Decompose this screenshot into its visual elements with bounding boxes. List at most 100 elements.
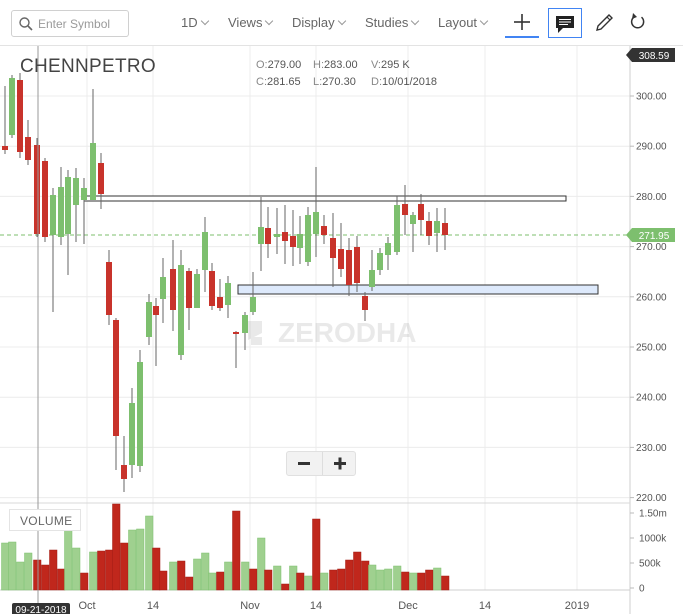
- candle-body: [202, 232, 208, 270]
- support-zone[interactable]: [237, 284, 599, 295]
- interval-label: 1D: [181, 15, 198, 30]
- volume-bar: [120, 542, 129, 591]
- ohlc-low: L:270.30: [313, 76, 356, 88]
- candle-body: [90, 143, 96, 200]
- volume-bar: [393, 565, 402, 591]
- crosshair-date-tag: 09-21-2018: [12, 603, 70, 614]
- candle-body: [137, 362, 143, 466]
- minus-icon: [298, 462, 310, 465]
- volume-bar: [289, 565, 298, 591]
- volume-bar: [49, 549, 58, 591]
- volume-bar: [24, 552, 33, 591]
- symbol-title: CHENNPETRO: [20, 56, 157, 77]
- crosshair-button[interactable]: [505, 8, 539, 38]
- last-price-tag: 308.59: [626, 48, 675, 62]
- candle-body: [9, 78, 15, 135]
- candle-body: [34, 145, 40, 234]
- time-axis: Oct 14 Nov 14 Dec 14 2019: [78, 600, 589, 612]
- candle-body: [170, 269, 176, 310]
- resistance-zone[interactable]: [83, 195, 567, 202]
- volume-bar: [128, 529, 137, 591]
- volume-bar: [232, 510, 241, 591]
- volume-bar: [201, 552, 210, 591]
- candle-body: [178, 265, 184, 355]
- candle-body: [362, 296, 368, 310]
- zoom-in-button[interactable]: [322, 452, 356, 475]
- candle-body: [346, 250, 352, 285]
- volume-bar: [105, 549, 114, 591]
- candle-body: [106, 262, 112, 315]
- last-price-label: 308.59: [639, 51, 670, 62]
- volume-bar: [224, 561, 233, 591]
- volume-bar: [273, 565, 282, 591]
- candle-body: [338, 249, 344, 269]
- candle-body: [217, 297, 223, 308]
- volume-bar: [8, 541, 17, 591]
- candle-body: [418, 204, 424, 220]
- candle-body: [354, 247, 360, 283]
- volume-bar: [169, 561, 178, 591]
- volume-tick-label: 1000k: [639, 534, 667, 545]
- volume-bar: [249, 568, 258, 591]
- volume-bar: [16, 561, 25, 591]
- volume-bar: [152, 547, 161, 591]
- volume-bar: [353, 551, 362, 591]
- current-price-tag: 271.95: [626, 228, 675, 242]
- volume-bar: [433, 567, 442, 591]
- candle-body: [290, 236, 296, 247]
- zoom-out-button[interactable]: [287, 452, 321, 475]
- candle-body: [42, 161, 48, 237]
- volume-panel-label[interactable]: VOLUME: [9, 509, 81, 531]
- volume-bar: [80, 572, 89, 591]
- zerodha-watermark: ZERODHA: [248, 317, 416, 348]
- layout-menu[interactable]: Layout: [438, 15, 489, 30]
- views-menu[interactable]: Views: [228, 15, 274, 30]
- volume-bar: [361, 560, 370, 591]
- chevron-down-icon: [200, 16, 209, 26]
- candle-body: [410, 215, 416, 224]
- volume-bar: [159, 570, 168, 591]
- volume-bar: [185, 576, 194, 591]
- price-tick-label: 260.00: [636, 292, 667, 303]
- interval-menu[interactable]: 1D: [181, 15, 209, 30]
- ohlc-date: D:10/01/2018: [371, 76, 438, 88]
- candle-body: [209, 271, 215, 306]
- volume-tick-label: 500k: [639, 559, 662, 570]
- candle-body: [160, 277, 166, 299]
- volume-bar: [264, 569, 273, 591]
- refresh-icon: [630, 13, 645, 29]
- ohlc-open: O:279.00: [256, 59, 302, 71]
- volume-bar: [409, 572, 418, 591]
- draw-button[interactable]: [587, 8, 621, 38]
- info-panel-button[interactable]: [548, 8, 582, 38]
- candle-body: [81, 188, 87, 200]
- volume-bar: [401, 571, 410, 591]
- ohlc-high: H:283.00: [313, 59, 358, 71]
- volume-tick-label: 1.50m: [639, 509, 667, 520]
- volume-bar: [312, 518, 321, 591]
- symbol-search[interactable]: [11, 10, 129, 37]
- volume-bar: [368, 564, 377, 591]
- plus-icon: [334, 457, 346, 470]
- reset-button[interactable]: [621, 8, 655, 38]
- price-chart[interactable]: ZERODHA 300.00 290.00 280.00 270.00 260.00 25…: [0, 46, 683, 614]
- price-tick-label: 300.00: [636, 92, 667, 103]
- volume-bar: [281, 583, 290, 591]
- candle-body: [121, 465, 127, 479]
- volume-bar: [329, 569, 338, 591]
- candle-body: [442, 223, 448, 235]
- chevron-down-icon: [479, 16, 489, 26]
- message-icon: [556, 16, 574, 33]
- candle-body: [225, 283, 231, 305]
- symbol-search-input[interactable]: [38, 15, 126, 33]
- price-tick-label: 240.00: [636, 393, 667, 404]
- volume-bar: [257, 537, 266, 591]
- candle-body: [385, 243, 391, 255]
- candle-body: [250, 297, 256, 312]
- display-label: Display: [292, 15, 335, 30]
- search-icon: [19, 17, 33, 31]
- studies-menu[interactable]: Studies: [365, 15, 420, 30]
- price-tick-label: 230.00: [636, 443, 667, 454]
- display-menu[interactable]: Display: [292, 15, 346, 30]
- candles: [2, 73, 448, 492]
